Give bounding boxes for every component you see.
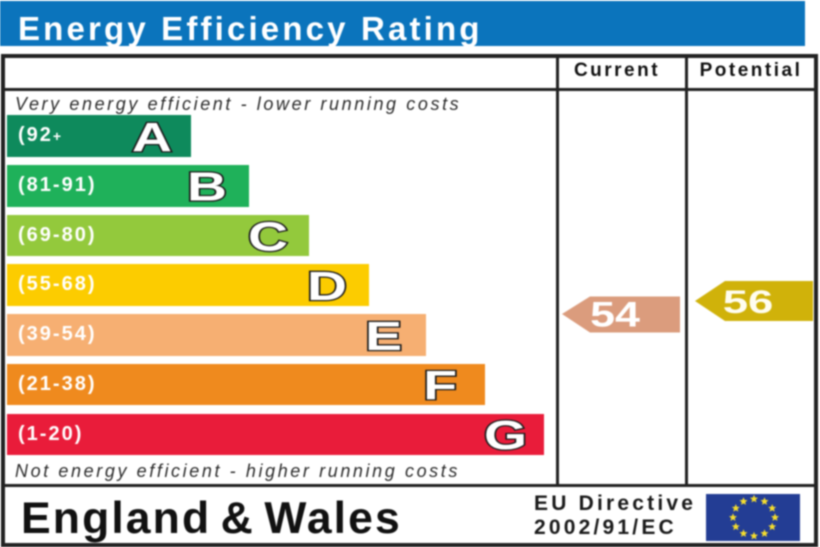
svg-text:F: F (423, 363, 457, 408)
svg-text:D: D (307, 264, 347, 309)
svg-text:A: A (132, 115, 172, 160)
svg-text:E: E (365, 314, 402, 359)
svg-text:54: 54 (590, 295, 641, 334)
svg-text:B: B (187, 164, 227, 209)
svg-text:C: C (248, 214, 288, 259)
svg-text:56: 56 (723, 284, 774, 320)
svg-text:G: G (484, 413, 527, 458)
